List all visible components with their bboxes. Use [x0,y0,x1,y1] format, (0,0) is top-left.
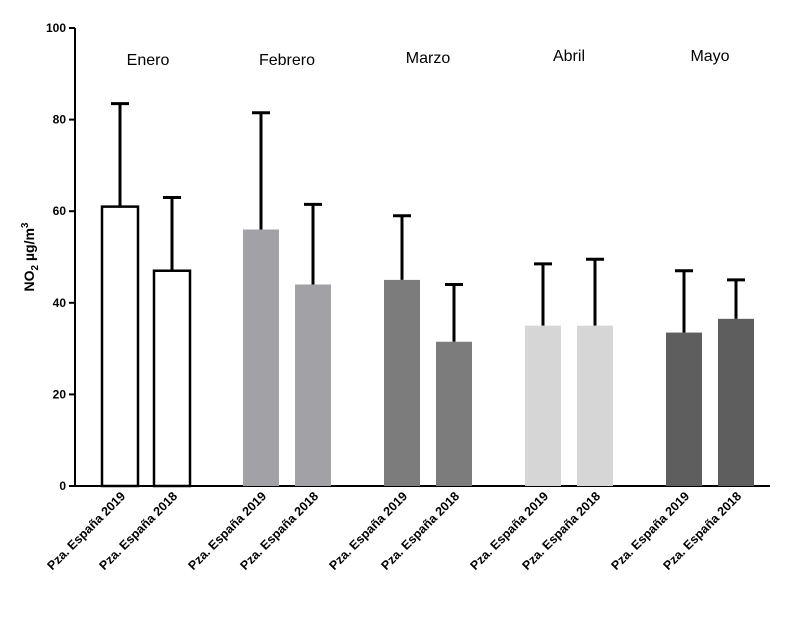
group-label: Abril [553,48,585,65]
y-tick-label: 0 [59,479,66,493]
bar [666,332,702,486]
bar [152,269,192,488]
group-label: Enero [127,52,170,69]
y-axis-label-main: NO [21,270,37,291]
bar [100,205,140,488]
y-axis-label: NO2 µg/m3 [20,222,41,291]
y-axis-title: NO2 µg/m3 [20,222,41,291]
y-tick-label: 20 [53,387,67,401]
bar [525,325,561,486]
bar [295,284,331,486]
y-axis-label-subscript: 2 [30,264,41,270]
y-tick-label: 40 [53,296,67,310]
group-label: Marzo [406,50,451,67]
y-tick-label: 60 [53,204,67,218]
bar [718,318,754,486]
group-label: Mayo [690,48,729,65]
group-label: Febrero [259,52,315,69]
y-tick-label: 100 [46,21,66,35]
y-axis-label-unit: µg/m [21,228,37,265]
bar [384,279,420,486]
y-tick-label: 80 [53,113,67,127]
axes: 0 20 40 60 80 100 [46,21,770,493]
bar [436,341,472,486]
bar [243,229,279,486]
bars [100,102,754,488]
y-axis-label-superscript: 3 [20,222,31,228]
bar [577,325,613,486]
